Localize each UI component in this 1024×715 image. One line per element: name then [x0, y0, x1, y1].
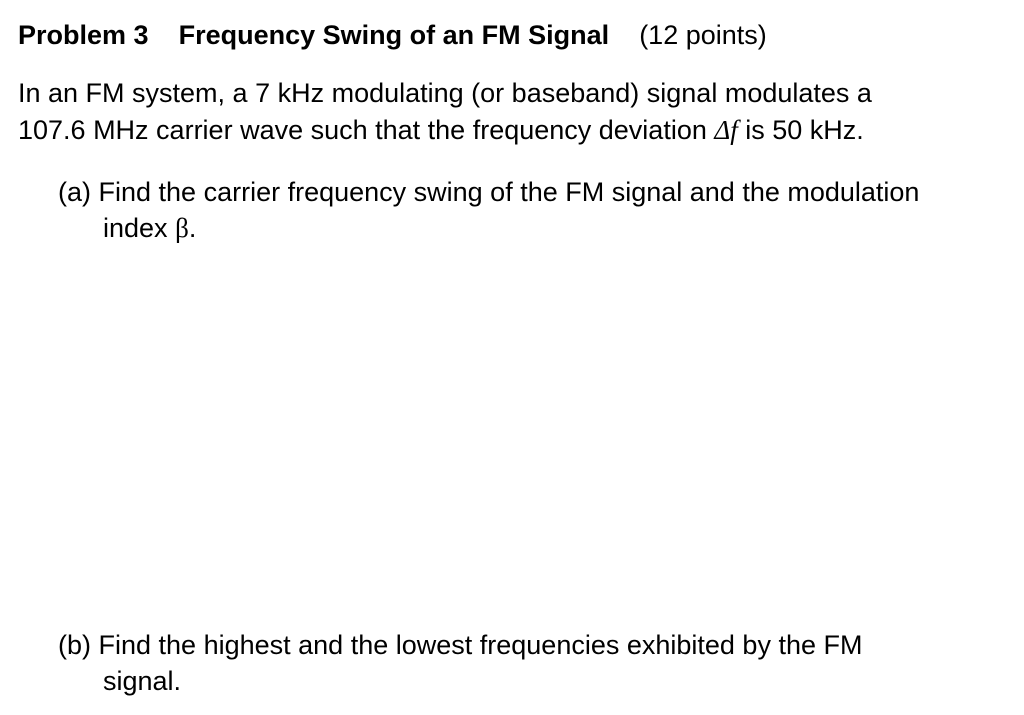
part-a-line1: Find the carrier frequency swing of the … — [99, 177, 920, 207]
problem-label: Problem 3 — [18, 20, 149, 50]
intro-line2-before: 107.6 MHz carrier wave such that the fre… — [18, 115, 714, 145]
part-b: (b) Find the highest and the lowest freq… — [63, 627, 1006, 700]
problem-title: Frequency Swing of an FM Signal — [179, 20, 610, 50]
delta-f-symbol: Δf — [714, 115, 737, 145]
problem-page: Problem 3 Frequency Swing of an FM Signa… — [0, 0, 1024, 700]
spacer — [617, 20, 632, 50]
problem-intro: In an FM system, a 7 kHz modulating (or … — [18, 75, 1006, 148]
part-b-label: (b) — [58, 630, 91, 660]
spacer — [156, 20, 171, 50]
part-a-line2-after: . — [189, 213, 197, 243]
beta-symbol: β — [175, 213, 189, 243]
problem-title-line: Problem 3 Frequency Swing of an FM Signa… — [18, 18, 1006, 53]
part-b-line1: Find the highest and the lowest frequenc… — [99, 630, 863, 660]
intro-line1: In an FM system, a 7 kHz modulating (or … — [18, 78, 872, 108]
part-a: (a) Find the carrier frequency swing of … — [63, 174, 1006, 247]
intro-line2-after: is 50 kHz. — [738, 115, 864, 145]
part-a-line2-before: index — [103, 213, 175, 243]
part-a-label: (a) — [58, 177, 91, 207]
problem-points: (12 points) — [639, 20, 767, 50]
part-b-line2: signal. — [103, 666, 181, 696]
